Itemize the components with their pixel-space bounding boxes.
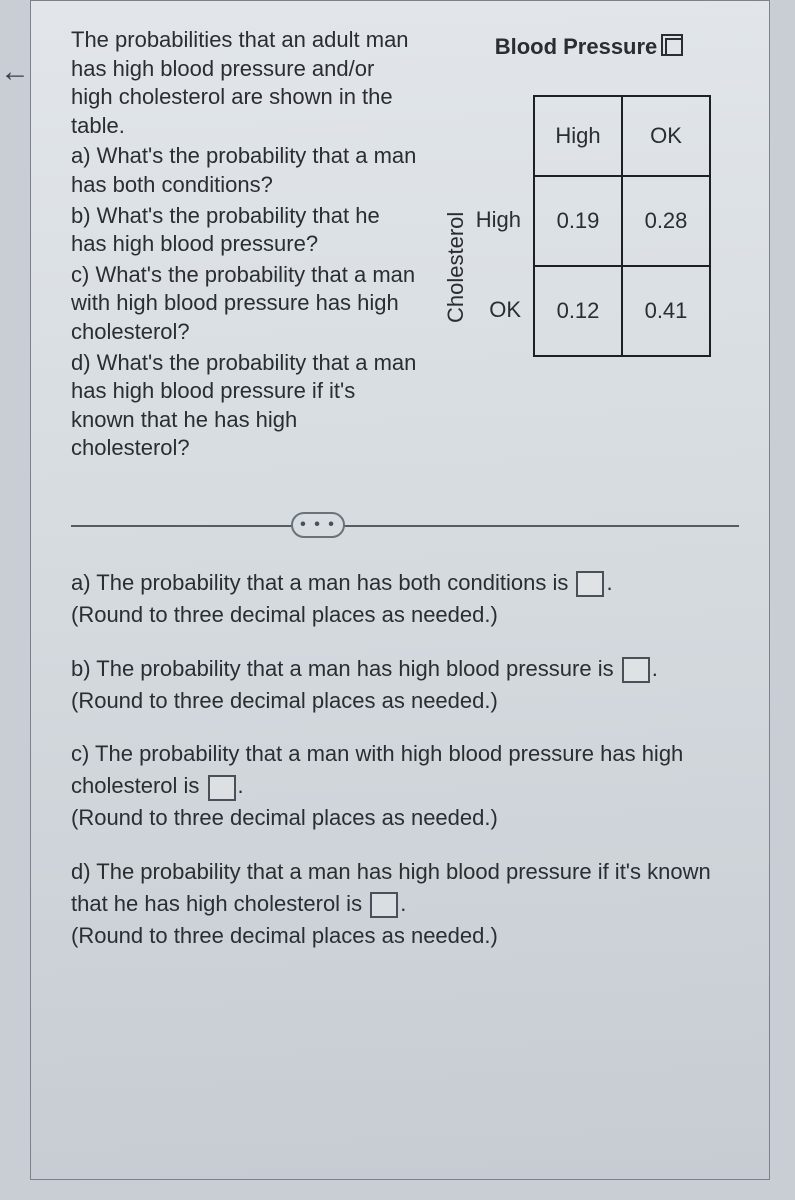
col-header-ok: OK: [622, 96, 710, 176]
table-wrap: Cholesterol High OK High OK 0.19 0.28: [439, 95, 739, 357]
answer-a-period: .: [606, 570, 612, 595]
blood-pressure-label: Blood Pressure: [495, 34, 658, 60]
table-top-title: Blood Pressure: [439, 34, 739, 60]
table-row: 0.19 0.28: [534, 176, 710, 266]
answer-d-hint: (Round to three decimal places as needed…: [71, 923, 498, 948]
question-a: a) What's the probability that a man has…: [71, 142, 421, 199]
cholesterol-side-label: Cholesterol: [439, 177, 473, 357]
table-header-row: High OK: [534, 96, 710, 176]
divider-line: [71, 525, 739, 527]
cell-high-ok: 0.28: [622, 176, 710, 266]
question-c: c) What's the probability that a man wit…: [71, 261, 421, 347]
contingency-table-region: Blood Pressure Cholesterol High OK High …: [439, 26, 739, 465]
cell-high-high: 0.19: [534, 176, 622, 266]
copy-icon[interactable]: [665, 38, 683, 56]
answer-a-text: a) The probability that a man has both c…: [71, 570, 574, 595]
answer-a-input[interactable]: [576, 571, 604, 597]
col-header-high: High: [534, 96, 622, 176]
answers-section: a) The probability that a man has both c…: [71, 567, 739, 952]
cell-ok-high: 0.12: [534, 266, 622, 356]
answer-d: d) The probability that a man has high b…: [71, 856, 739, 952]
row-header-spacer: [473, 95, 533, 175]
contingency-table: High OK 0.19 0.28 0.12 0.41: [533, 95, 711, 357]
answer-d-input[interactable]: [370, 892, 398, 918]
question-b: b) What's the probability that he has hi…: [71, 202, 421, 259]
answer-c-text: c) The probability that a man with high …: [71, 741, 683, 798]
table-row: 0.12 0.41: [534, 266, 710, 356]
row-headers: High OK: [473, 95, 533, 357]
answer-d-period: .: [400, 891, 406, 916]
answer-a-hint: (Round to three decimal places as needed…: [71, 602, 498, 627]
cell-ok-ok: 0.41: [622, 266, 710, 356]
answer-a: a) The probability that a man has both c…: [71, 567, 739, 631]
answer-c-period: .: [238, 773, 244, 798]
answer-c-hint: (Round to three decimal places as needed…: [71, 805, 498, 830]
more-button[interactable]: • • •: [291, 512, 345, 538]
problem-page: The probabilities that an adult man has …: [30, 0, 770, 1180]
divider: • • •: [71, 525, 739, 527]
answer-b: b) The probability that a man has high b…: [71, 653, 739, 717]
question-d: d) What's the probability that a man has…: [71, 349, 421, 463]
answer-c: c) The probability that a man with high …: [71, 738, 739, 834]
back-arrow-icon[interactable]: ←: [0, 55, 30, 89]
answer-b-input[interactable]: [622, 657, 650, 683]
problem-statement: The probabilities that an adult man has …: [71, 26, 421, 465]
answer-b-period: .: [652, 656, 658, 681]
answer-c-input[interactable]: [208, 775, 236, 801]
answer-b-hint: (Round to three decimal places as needed…: [71, 688, 498, 713]
answer-b-text: b) The probability that a man has high b…: [71, 656, 620, 681]
row-header-high: High: [473, 175, 533, 265]
row-header-ok: OK: [473, 265, 533, 355]
intro-text: The probabilities that an adult man has …: [71, 26, 421, 140]
top-region: The probabilities that an adult man has …: [71, 26, 739, 465]
